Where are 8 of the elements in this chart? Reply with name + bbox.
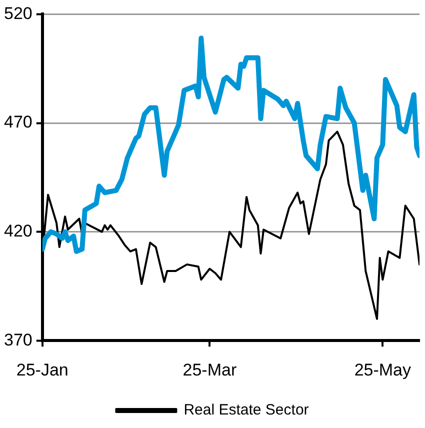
x-tick-label: 25-May — [354, 360, 412, 380]
y-tick-label: 520 — [4, 4, 32, 23]
y-tick-label: 470 — [4, 112, 32, 132]
x-tick-label: 25-Mar — [182, 360, 237, 380]
x-tick-label: 25-Jan — [16, 360, 68, 380]
legend-label: Real Estate Sector — [184, 402, 309, 419]
y-tick-label: 420 — [4, 221, 32, 240]
y-tick-label: 370 — [4, 330, 32, 350]
